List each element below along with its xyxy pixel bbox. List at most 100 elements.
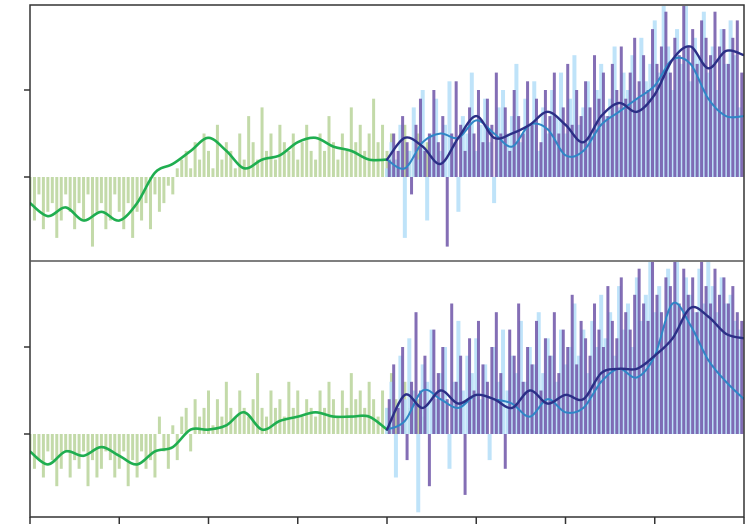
model-a-bar xyxy=(590,320,595,434)
model-a-bar xyxy=(559,329,564,434)
model-a-bar xyxy=(688,294,693,434)
model-b-bar xyxy=(387,399,391,434)
observed-bar xyxy=(305,399,309,434)
model-b-bar xyxy=(539,390,543,434)
observed-bar xyxy=(296,159,300,177)
model-a-bar xyxy=(657,286,662,434)
model-b-bar xyxy=(427,434,431,487)
model-b-bar xyxy=(615,90,619,177)
observed-bar xyxy=(175,168,179,177)
model-a-bar xyxy=(456,177,461,212)
model-a-bar xyxy=(603,116,608,177)
observed-bar xyxy=(157,177,161,212)
model-a-bar xyxy=(389,381,394,434)
observed-bar xyxy=(180,159,184,177)
model-a-bar xyxy=(393,434,398,478)
model-a-bar xyxy=(447,81,452,177)
model-b-bar xyxy=(646,90,650,177)
model-a-bar xyxy=(728,20,733,178)
model-b-bar xyxy=(637,81,641,177)
model-a-smoothed-line xyxy=(386,56,744,170)
observed-bar xyxy=(50,177,54,204)
model-a-bar xyxy=(563,364,568,434)
model-b-bar xyxy=(579,320,583,434)
observed-bar xyxy=(166,434,170,469)
model-a-bar xyxy=(724,63,729,177)
model-a-bar xyxy=(679,320,684,434)
observed-bar xyxy=(260,107,264,177)
model-b-bar xyxy=(709,303,713,434)
observed-bar xyxy=(340,390,344,434)
observed-bar xyxy=(90,177,94,247)
model-a-bar xyxy=(411,390,416,434)
model-b-bar xyxy=(557,373,561,434)
observed-bar xyxy=(336,159,340,177)
observed-bar xyxy=(207,150,210,177)
model-b-bar xyxy=(722,277,726,434)
model-b-bar xyxy=(677,55,681,178)
model-b-bar xyxy=(450,303,454,434)
model-b-bar xyxy=(454,81,458,177)
model-a-bar xyxy=(456,320,461,434)
observed-bar xyxy=(59,177,63,221)
model-b-bar xyxy=(731,37,735,177)
model-b-bar xyxy=(659,46,663,177)
model-b-bar xyxy=(704,286,708,434)
model-a-bar xyxy=(487,434,492,461)
model-b-bar xyxy=(566,63,570,177)
observed-bar xyxy=(117,434,121,469)
model-b-bar xyxy=(459,124,463,177)
model-a-bar xyxy=(398,124,403,177)
model-b-bar xyxy=(526,81,530,177)
model-b-bar xyxy=(664,11,668,178)
model-a-bar xyxy=(670,90,675,177)
observed-bar xyxy=(211,168,215,177)
model-a-bar xyxy=(492,347,497,434)
observed-bar xyxy=(282,142,286,177)
observed-bar xyxy=(403,124,407,177)
model-a-bar xyxy=(505,133,510,177)
observed-bar xyxy=(95,177,99,212)
observed-bar xyxy=(309,150,313,177)
observed-bar xyxy=(41,434,45,478)
observed-bar xyxy=(327,381,331,434)
model-a-bar xyxy=(666,268,671,434)
model-a-bar xyxy=(545,133,550,177)
model-a-bar xyxy=(706,72,711,177)
model-a-bar xyxy=(411,107,416,177)
model-a-bar xyxy=(509,355,514,434)
observed-bar xyxy=(104,434,108,452)
model-b-bar xyxy=(633,37,637,177)
model-a-bar xyxy=(518,320,523,434)
model-b-bar xyxy=(405,142,409,177)
model-b-bar xyxy=(459,355,463,434)
model-a-bar xyxy=(612,46,617,177)
model-a-bar xyxy=(661,329,666,434)
model-b-bar xyxy=(682,6,686,177)
model-b-bar xyxy=(633,294,637,434)
model-b-bar xyxy=(695,312,699,434)
model-a-bar xyxy=(385,407,389,434)
model-a-bar xyxy=(728,294,733,434)
observed-bar xyxy=(46,434,50,452)
model-a-bar xyxy=(523,381,528,434)
model-b-bar xyxy=(530,364,534,434)
model-b-bar xyxy=(418,390,422,434)
model-a-bar xyxy=(496,107,501,177)
observed-bar xyxy=(291,407,295,434)
observed-bar xyxy=(108,434,112,461)
model-b-bar xyxy=(700,20,704,178)
observed-bar xyxy=(327,116,331,177)
observed-bar xyxy=(367,381,371,434)
model-b-bar xyxy=(651,262,655,434)
model-a-bar xyxy=(420,364,425,434)
model-b-bar xyxy=(664,277,668,434)
observed-bar xyxy=(122,177,126,230)
chart-frame xyxy=(29,4,745,524)
observed-bar xyxy=(122,434,126,452)
model-a-bar xyxy=(567,347,572,434)
model-b-smoothed-line xyxy=(385,305,744,431)
observed-bar xyxy=(358,124,362,177)
model-b-bar xyxy=(481,142,485,177)
model-b-bar xyxy=(463,150,467,177)
